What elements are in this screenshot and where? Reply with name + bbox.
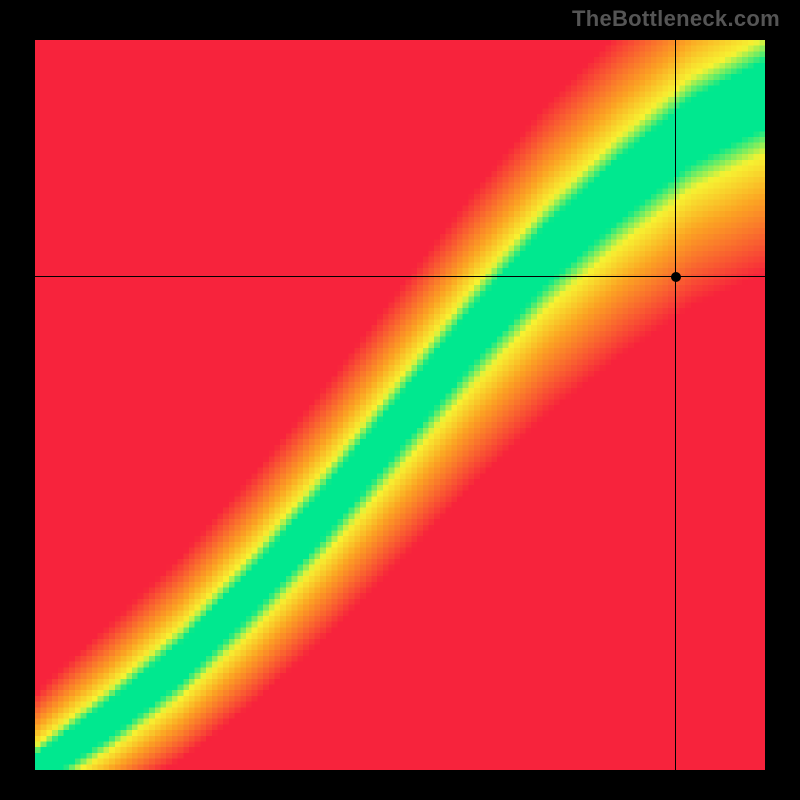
chart-frame: TheBottleneck.com: [0, 0, 800, 800]
bottleneck-heatmap: [35, 40, 765, 770]
crosshair-horizontal: [35, 276, 765, 277]
crosshair-vertical: [675, 40, 676, 770]
crosshair-marker: [671, 272, 681, 282]
watermark-text: TheBottleneck.com: [572, 6, 780, 32]
